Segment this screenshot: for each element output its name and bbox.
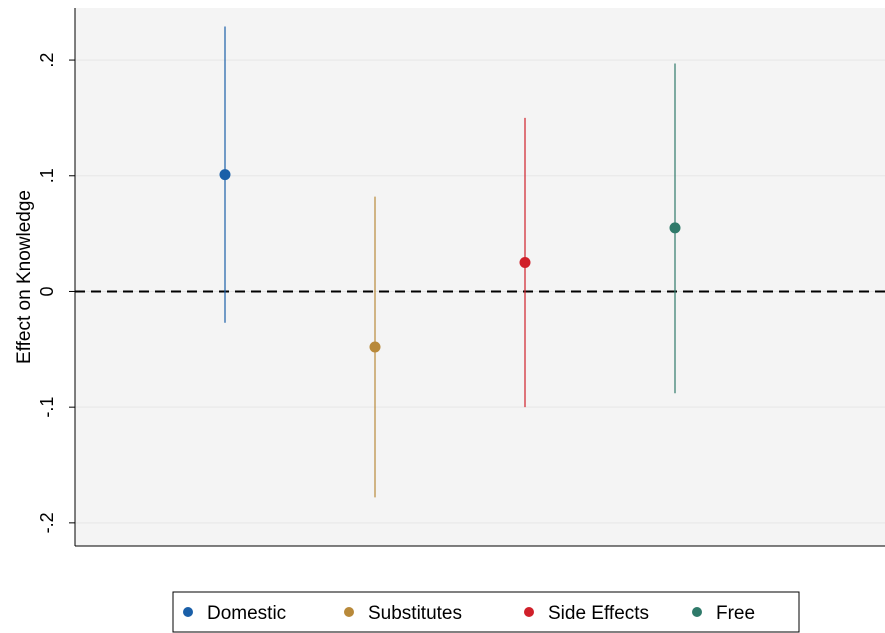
legend: Domestic Substitutes Side Effects Free (172, 591, 800, 633)
legend-marker (183, 607, 193, 617)
y-tick-label: -.2 (37, 512, 57, 533)
legend-label: Substitutes (368, 603, 462, 624)
y-axis-title: Effect on Knowledge (14, 190, 35, 364)
estimate-point-free (669, 222, 681, 234)
axes: .2 .1 0 -.1 -.2 (37, 8, 885, 547)
legend-marker (344, 607, 354, 617)
estimate-point-domestic (219, 169, 231, 181)
plot-background (75, 8, 885, 546)
legend-marker (692, 607, 702, 617)
legend-label: Domestic (207, 603, 286, 624)
legend-label: Side Effects (548, 603, 649, 624)
estimate-point-substitutes (369, 341, 381, 353)
legend-label: Free (716, 603, 755, 624)
y-tick-label: .1 (37, 168, 57, 183)
y-tick-label: 0 (37, 286, 57, 296)
y-tick-label: -.1 (37, 397, 57, 418)
estimate-point-side-effects (519, 257, 531, 269)
legend-marker (524, 607, 534, 617)
y-tick-label: .2 (37, 53, 57, 68)
data-marks (219, 26, 681, 498)
